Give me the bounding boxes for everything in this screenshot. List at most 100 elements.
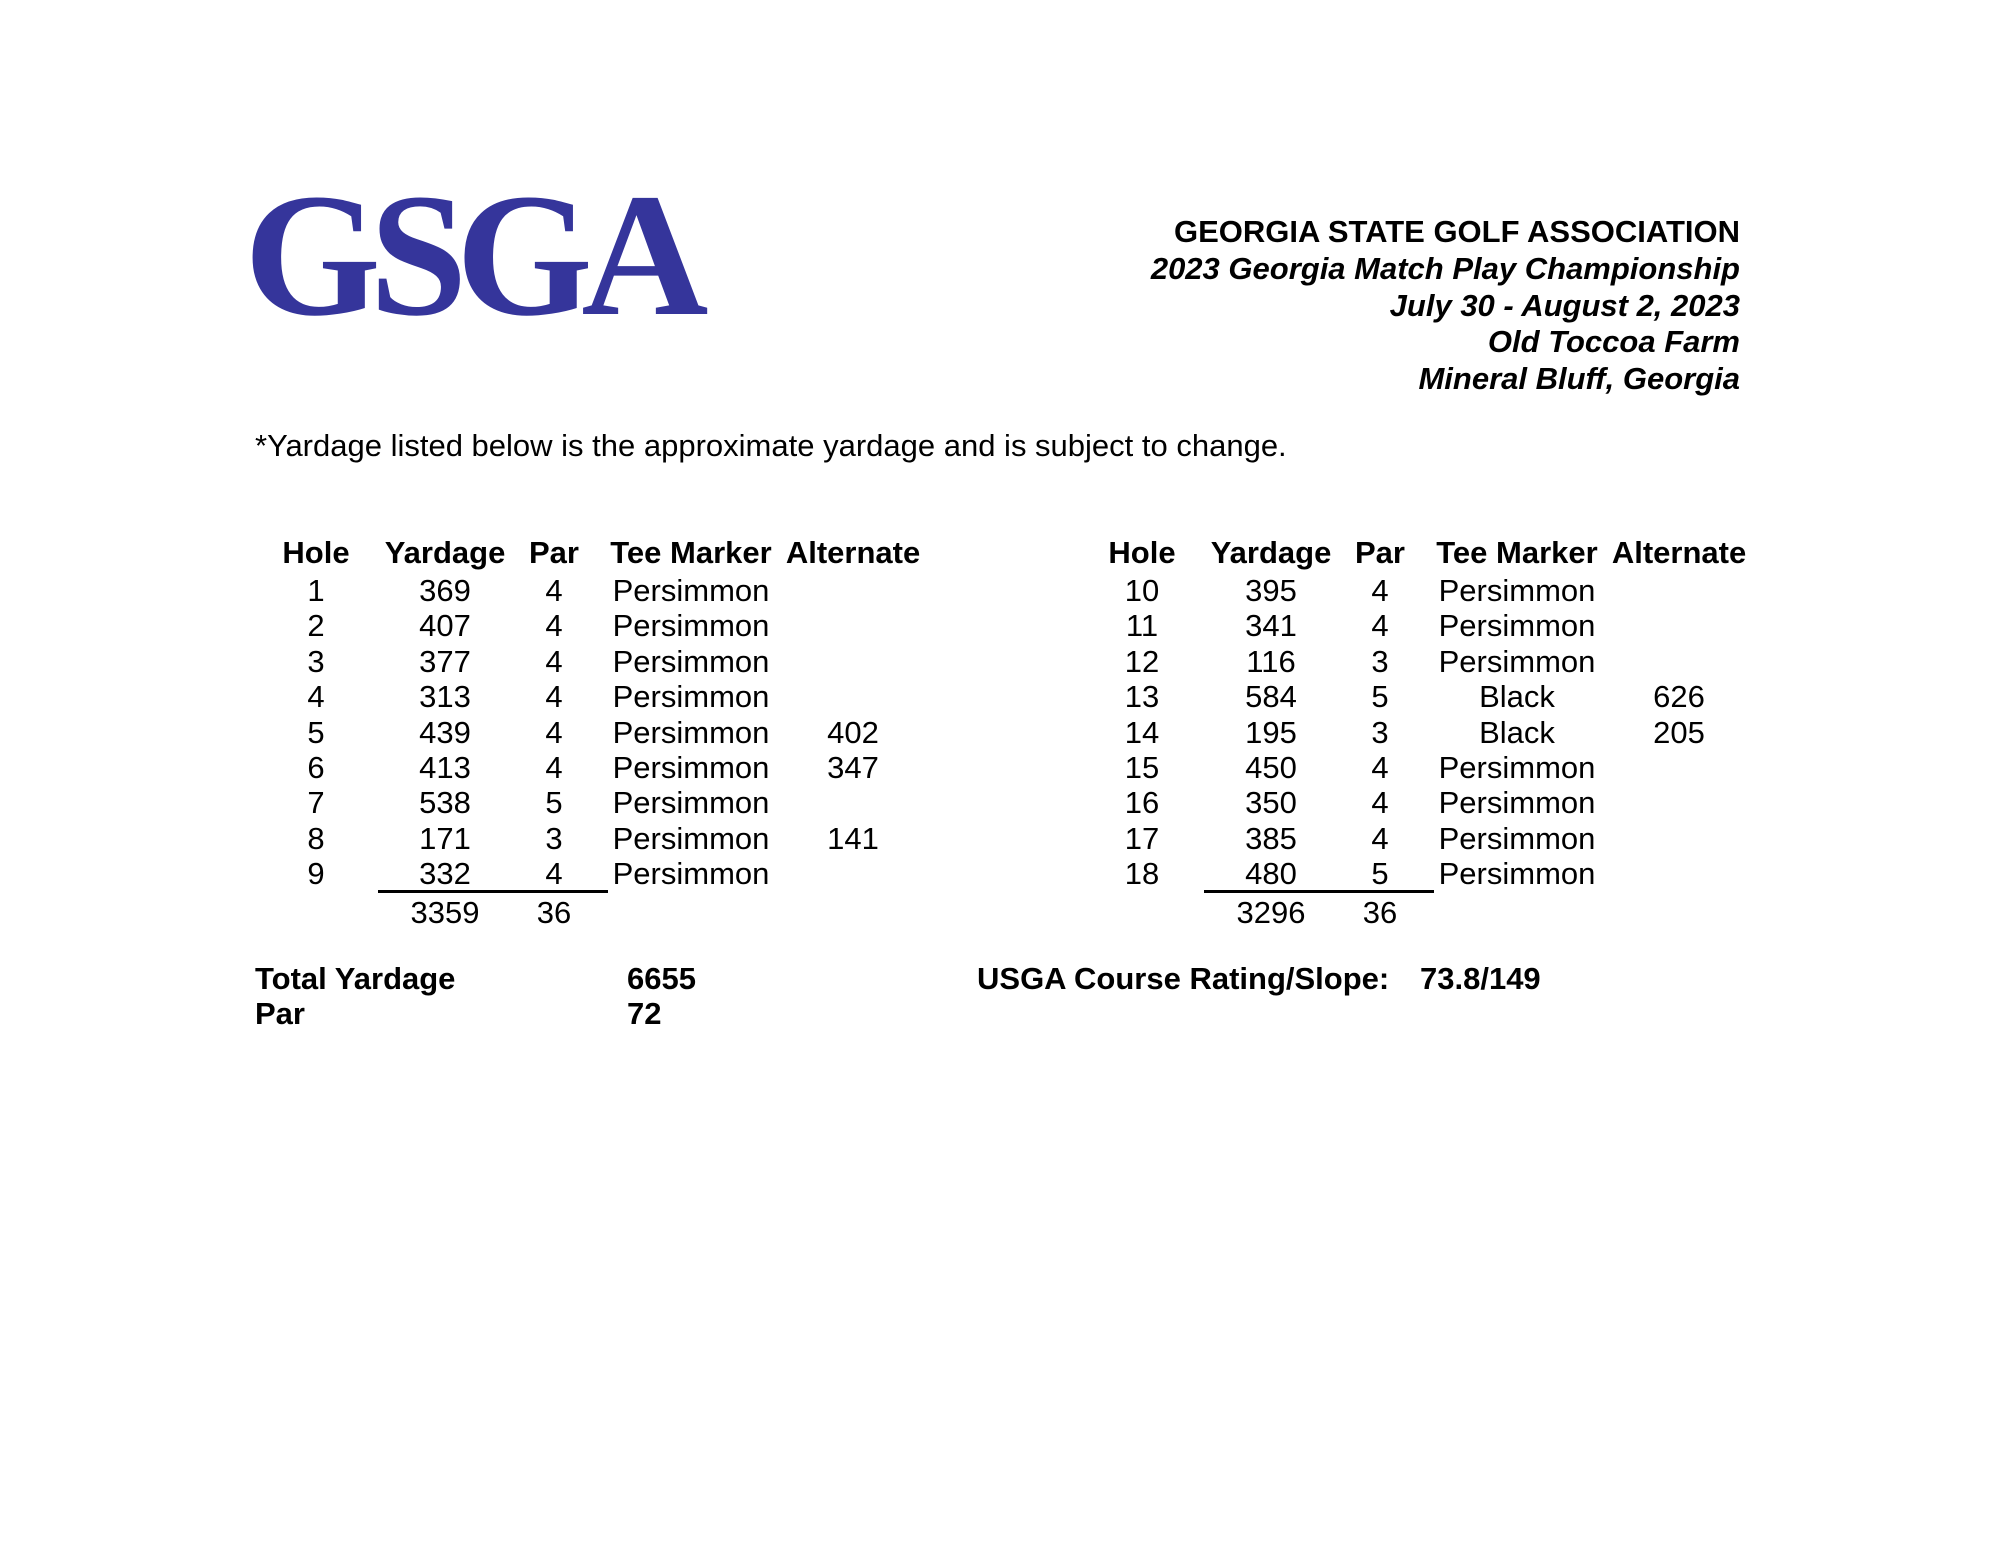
cell-tee-marker: Persimmon: [612, 573, 770, 608]
table-row: 10 395 4 Persimmon: [1056, 574, 1796, 608]
cell-yardage: 171: [419, 820, 471, 856]
col-header-yardage: Yardage: [384, 535, 506, 570]
cell-par: 4: [545, 750, 563, 785]
totals-row: 3359 36: [230, 896, 970, 930]
cell-yardage: 195: [1245, 714, 1297, 750]
event-name: 2023 Georgia Match Play Championship: [1150, 250, 1740, 286]
cell-alternate: 626: [1653, 679, 1705, 715]
table-row: 13 584 5 Black 626: [1056, 680, 1796, 714]
cell-par: 5: [1371, 856, 1389, 892]
cell-alternate: 402: [827, 714, 879, 750]
cell-hole: 6: [307, 750, 325, 785]
table-row: 6 413 4 Persimmon 347: [230, 751, 970, 785]
cell-yardage: 538: [419, 785, 471, 821]
col-header-hole: Hole: [282, 535, 350, 570]
cell-yardage: 439: [419, 714, 471, 750]
venue-name: Old Toccoa Farm: [1487, 324, 1740, 360]
cell-alternate: 205: [1653, 714, 1705, 750]
col-header-tee-marker: Tee Marker: [1436, 535, 1598, 570]
cell-tee-marker: Persimmon: [1438, 643, 1596, 679]
cell-hole: 1: [307, 573, 325, 608]
cell-par: 5: [1371, 679, 1389, 715]
cell-yardage: 407: [419, 608, 471, 644]
cell-par: 4: [1371, 785, 1389, 821]
table-row: 2 407 4 Persimmon: [230, 609, 970, 643]
cell-hole: 13: [1124, 679, 1160, 715]
table-row: 7 538 5 Persimmon: [230, 786, 970, 820]
cell-hole: 3: [307, 643, 325, 679]
cell-hole: 18: [1124, 856, 1160, 892]
cell-tee-marker: Persimmon: [1438, 750, 1596, 785]
cell-hole: 4: [307, 679, 325, 715]
gsga-logo: GSGA: [244, 158, 708, 353]
cell-par: 4: [545, 608, 563, 644]
table-row: 18 480 5 Persimmon: [1056, 857, 1796, 891]
table-header-row: Hole Yardage Par Tee Marker Alternate: [230, 536, 970, 570]
totals-underline: [378, 890, 608, 893]
cell-tee-marker: Persimmon: [1438, 785, 1596, 821]
cell-tee-marker: Black: [1479, 679, 1555, 715]
yardage-disclaimer: *Yardage listed below is the approximate…: [255, 428, 1287, 463]
cell-alternate: 141: [827, 820, 879, 856]
cell-yardage: 341: [1245, 608, 1297, 644]
cell-hole: 7: [307, 785, 325, 821]
association-name: GEORGIA STATE GOLF ASSOCIATION: [1173, 214, 1740, 249]
cell-hole: 16: [1124, 785, 1160, 821]
cell-hole: 12: [1124, 643, 1160, 679]
cell-hole: 5: [307, 714, 325, 750]
col-header-par: Par: [529, 535, 579, 570]
cell-yardage: 377: [419, 643, 471, 679]
cell-yardage: 369: [419, 573, 471, 608]
table-row: 11 341 4 Persimmon: [1056, 609, 1796, 643]
cell-tee-marker: Persimmon: [612, 679, 770, 715]
cell-alternate: 347: [827, 750, 879, 785]
cell-tee-marker: Persimmon: [1438, 573, 1596, 608]
course-rating-label: USGA Course Rating/Slope:: [977, 961, 1390, 996]
cell-hole: 17: [1124, 820, 1160, 856]
cell-par: 4: [545, 714, 563, 750]
table-row: 17 385 4 Persimmon: [1056, 820, 1796, 856]
course-rating-value: 73.8/149: [1420, 961, 1541, 996]
cell-hole: 8: [307, 820, 325, 856]
cell-tee-marker: Black: [1479, 714, 1555, 750]
cell-par: 4: [1371, 608, 1389, 644]
table-row: 12 116 3 Persimmon: [1056, 643, 1796, 679]
table-row: 9 332 4 Persimmon: [230, 857, 970, 891]
cell-hole: 9: [307, 856, 325, 892]
table-row: 15 450 4 Persimmon: [1056, 751, 1796, 785]
event-dates: July 30 - August 2, 2023: [1389, 287, 1740, 323]
cell-tee-marker: Persimmon: [612, 785, 770, 821]
cell-tee-marker: Persimmon: [612, 856, 770, 892]
cell-tee-marker: Persimmon: [612, 820, 770, 856]
col-header-hole: Hole: [1108, 535, 1176, 570]
cell-par: 36: [1362, 895, 1398, 930]
cell-yardage: 332: [419, 856, 471, 892]
table-row: 4 313 4 Persimmon: [230, 680, 970, 714]
cell-yardage: 480: [1245, 856, 1297, 892]
cell-par: 4: [545, 573, 563, 608]
cell-par: 4: [545, 856, 563, 892]
cell-tee-marker: Persimmon: [612, 750, 770, 785]
cell-yardage: 350: [1245, 785, 1297, 821]
cell-par: 4: [545, 643, 563, 679]
col-header-par: Par: [1355, 535, 1405, 570]
cell-yardage: 395: [1245, 573, 1297, 608]
table-row: 1 369 4 Persimmon: [230, 574, 970, 608]
col-header-tee-marker: Tee Marker: [610, 535, 772, 570]
table-row: 14 195 3 Black 205: [1056, 714, 1796, 750]
table-row: 5 439 4 Persimmon 402: [230, 714, 970, 750]
table-row: 16 350 4 Persimmon: [1056, 786, 1796, 820]
cell-hole: 10: [1124, 573, 1160, 608]
table-row: 8 171 3 Persimmon 141: [230, 820, 970, 856]
cell-par: 3: [1371, 714, 1389, 750]
cell-par: 4: [1371, 820, 1389, 856]
venue-location: Mineral Bluff, Georgia: [1418, 361, 1740, 397]
cell-par: 4: [1371, 750, 1389, 785]
cell-par: 4: [545, 679, 563, 715]
cell-yardage: 450: [1245, 750, 1297, 785]
table-row: 3 377 4 Persimmon: [230, 643, 970, 679]
cell-yardage: 584: [1245, 679, 1297, 715]
totals-row: 3296 36: [1056, 896, 1796, 930]
cell-tee-marker: Persimmon: [612, 643, 770, 679]
